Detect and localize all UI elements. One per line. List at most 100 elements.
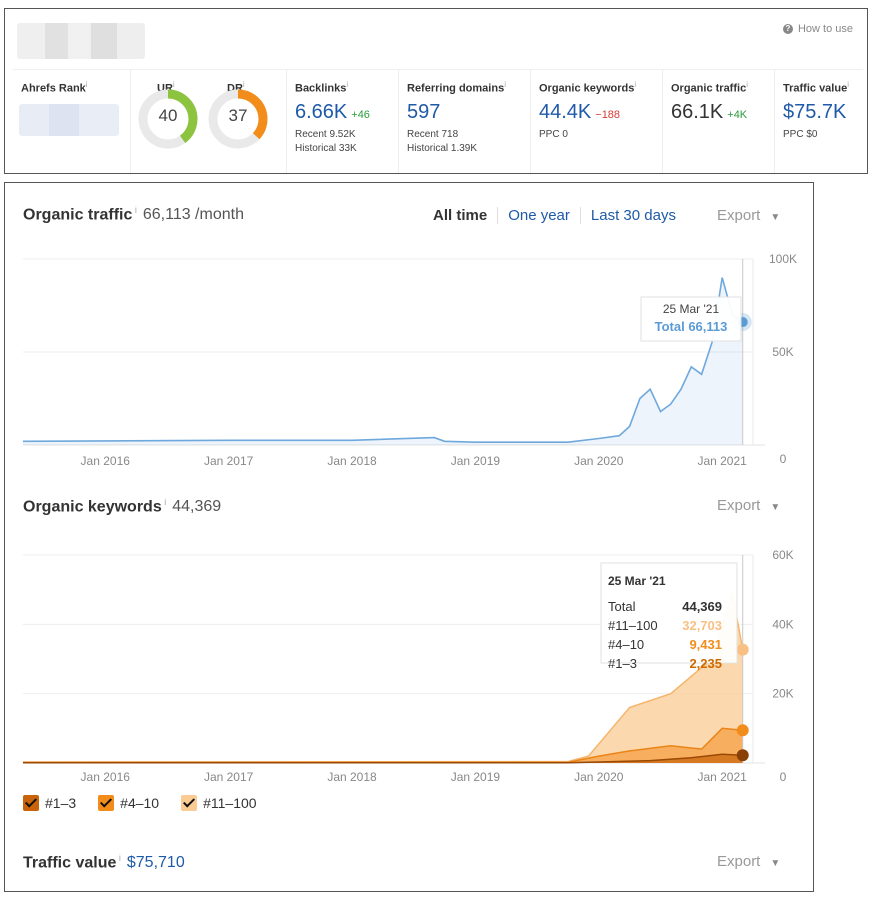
organic-keywords-value[interactable]: 44.4K [539, 100, 592, 123]
ahrefs-rank-label: Ahrefs Rank [21, 82, 86, 95]
tooltip-row-value: 9,431 [689, 637, 722, 652]
organic-traffic-heading: Organic traffic i 66,113 /month [23, 205, 244, 224]
keywords-tooltip-box [600, 562, 738, 664]
x-tick-label: Jan 2018 [327, 454, 377, 465]
export-label: Export [717, 497, 761, 514]
dr-value: 37 [228, 106, 248, 125]
traffic-value-ppc: PPC $0 [783, 128, 818, 140]
keywords-area-1-3-line [23, 753, 743, 764]
ur-value: 40 [158, 106, 178, 125]
x-tick-label: Jan 2016 [81, 770, 131, 784]
export-label: Export [717, 207, 761, 224]
y-tick-label: 60K [772, 548, 793, 562]
traffic-value-heading: Traffic value i $75,710 [23, 853, 185, 872]
x-tick-label: Jan 2016 [81, 454, 131, 465]
dr-gauge-fill [208, 89, 268, 149]
legend-label-4-10: #4–10 [120, 795, 160, 811]
metric-gauges: URi 40 DRi 37 [131, 70, 287, 173]
tab-one-year[interactable]: One year [498, 207, 581, 224]
organic-keywords-ppc: PPC 0 [539, 128, 568, 140]
legend-label-top3: #1–3 [45, 795, 77, 811]
backlinks-recent: Recent 9.52K [295, 128, 356, 140]
checkbox-checked-icon[interactable] [98, 795, 115, 811]
info-icon[interactable]: i [172, 80, 175, 89]
info-icon[interactable]: i [242, 80, 245, 89]
tooltip-row-label: #1–3 [608, 656, 637, 671]
info-icon[interactable]: i [161, 497, 167, 507]
metric-traffic-value: Traffic valuei $75.7K PPC $0 [775, 70, 863, 173]
x-tick-label: Jan 2017 [204, 770, 254, 784]
y-tick-label: 0 [780, 452, 787, 465]
info-icon[interactable]: i [116, 853, 121, 863]
info-icon[interactable]: i [132, 205, 137, 215]
referring-domains-historical: Historical 1.39K [407, 142, 478, 154]
keywords-tooltip-date: 25 Mar '21 [608, 574, 666, 588]
info-icon[interactable]: i [85, 80, 88, 89]
metrics-row: Ahrefs Ranki URi 40 DRi 37 Backlinksi 6.… [13, 69, 863, 173]
tab-last-30-days[interactable]: Last 30 days [590, 207, 676, 224]
charts-panel: Organic traffic i 66,113 /month All time … [4, 182, 814, 892]
referring-domains-recent: Recent 718 [407, 128, 459, 140]
organic-keywords-delta: −188 [595, 108, 621, 121]
info-icon[interactable]: i [346, 80, 349, 89]
ur-gauge [138, 89, 198, 149]
keywords-point-marker[interactable] [736, 643, 749, 656]
x-tick-label: Jan 2021 [697, 770, 747, 784]
legend-label-11-100: #11–100 [203, 795, 257, 811]
organic-keywords-chart[interactable]: 60K 40K 20K 0 Jan 2016 Jan 2017 Jan 2018 Jan 20… [5, 535, 811, 785]
help-icon: ? [782, 24, 793, 34]
organic-keywords-heading: Organic keywords i 44,369 [23, 497, 221, 516]
keywords-point-marker[interactable] [736, 749, 749, 762]
info-icon[interactable]: i [847, 80, 849, 89]
referring-domains-value[interactable]: 597 [407, 100, 441, 123]
caret-down-icon: ▼ [770, 858, 781, 869]
legend-item-11-100[interactable]: #11–100 [181, 795, 257, 811]
traffic-line [22, 277, 744, 443]
tooltip-row-value: 32,703 [682, 618, 722, 633]
tooltip-row-label: Total [608, 599, 636, 614]
checkbox-checked-icon[interactable] [23, 795, 39, 811]
keywords-area-1-3 [23, 754, 743, 763]
legend-item-top3[interactable]: #1–3 [23, 795, 76, 811]
y-tick-label: 100K [769, 252, 797, 266]
backlinks-value[interactable]: 6.66K [295, 100, 348, 123]
export-label: Export [717, 853, 761, 870]
ur-gauge-fill [138, 89, 198, 149]
tooltip-row-value: 44,369 [682, 599, 722, 614]
traffic-export-button[interactable]: Export ▼ [717, 207, 780, 224]
info-icon[interactable]: i [746, 80, 748, 89]
organic-traffic-chart[interactable]: 100K 50K 0 Jan 2016 Jan 2017 Jan 2018 Jan 2019… [5, 235, 811, 465]
info-icon[interactable]: i [634, 80, 637, 89]
keywords-point-marker[interactable] [736, 724, 749, 737]
how-to-use-label: How to use [797, 23, 853, 35]
tooltip-row-label: #4–10 [608, 637, 644, 652]
traffic-tooltip: 25 Mar '21 Total 66,113 [640, 296, 742, 342]
y-tick-label: 40K [772, 617, 793, 631]
metric-ahrefs-rank: Ahrefs Ranki [13, 70, 131, 173]
checkbox-checked-icon[interactable] [181, 795, 198, 811]
metric-organic-traffic: Organic traffici 66.1K +4K [663, 70, 775, 173]
x-tick-label: Jan 2018 [327, 770, 377, 784]
ahrefs-rank-redacted [19, 104, 119, 136]
traffic-value-label: Traffic value [783, 82, 848, 95]
how-to-use-link[interactable]: ? How to use [782, 23, 853, 35]
x-tick-label: Jan 2020 [574, 770, 624, 784]
tab-all-time[interactable]: All time [423, 207, 499, 224]
caret-down-icon: ▼ [770, 212, 781, 223]
traffic-tooltip-box [640, 296, 742, 342]
value-export-button[interactable]: Export ▼ [717, 853, 780, 870]
organic-traffic-delta: +4K [727, 108, 748, 121]
y-tick-label: 20K [772, 687, 793, 701]
site-name-redacted [17, 23, 145, 59]
backlinks-label: Backlinks [295, 82, 347, 95]
keywords-area-4-10-line [22, 727, 743, 764]
legend-item-4-10[interactable]: #4–10 [98, 795, 159, 811]
info-icon[interactable]: i [504, 80, 506, 89]
keywords-export-button[interactable]: Export ▼ [717, 497, 780, 514]
tooltip-row-value: 2,235 [689, 656, 722, 671]
traffic-value-value[interactable]: $75.7K [783, 100, 847, 123]
traffic-value-title: Traffic value [23, 854, 117, 872]
range-tabs: All time One year Last 30 days [423, 207, 686, 224]
x-tick-label: Jan 2019 [451, 454, 501, 465]
organic-keywords-title: Organic keywords [23, 498, 162, 516]
